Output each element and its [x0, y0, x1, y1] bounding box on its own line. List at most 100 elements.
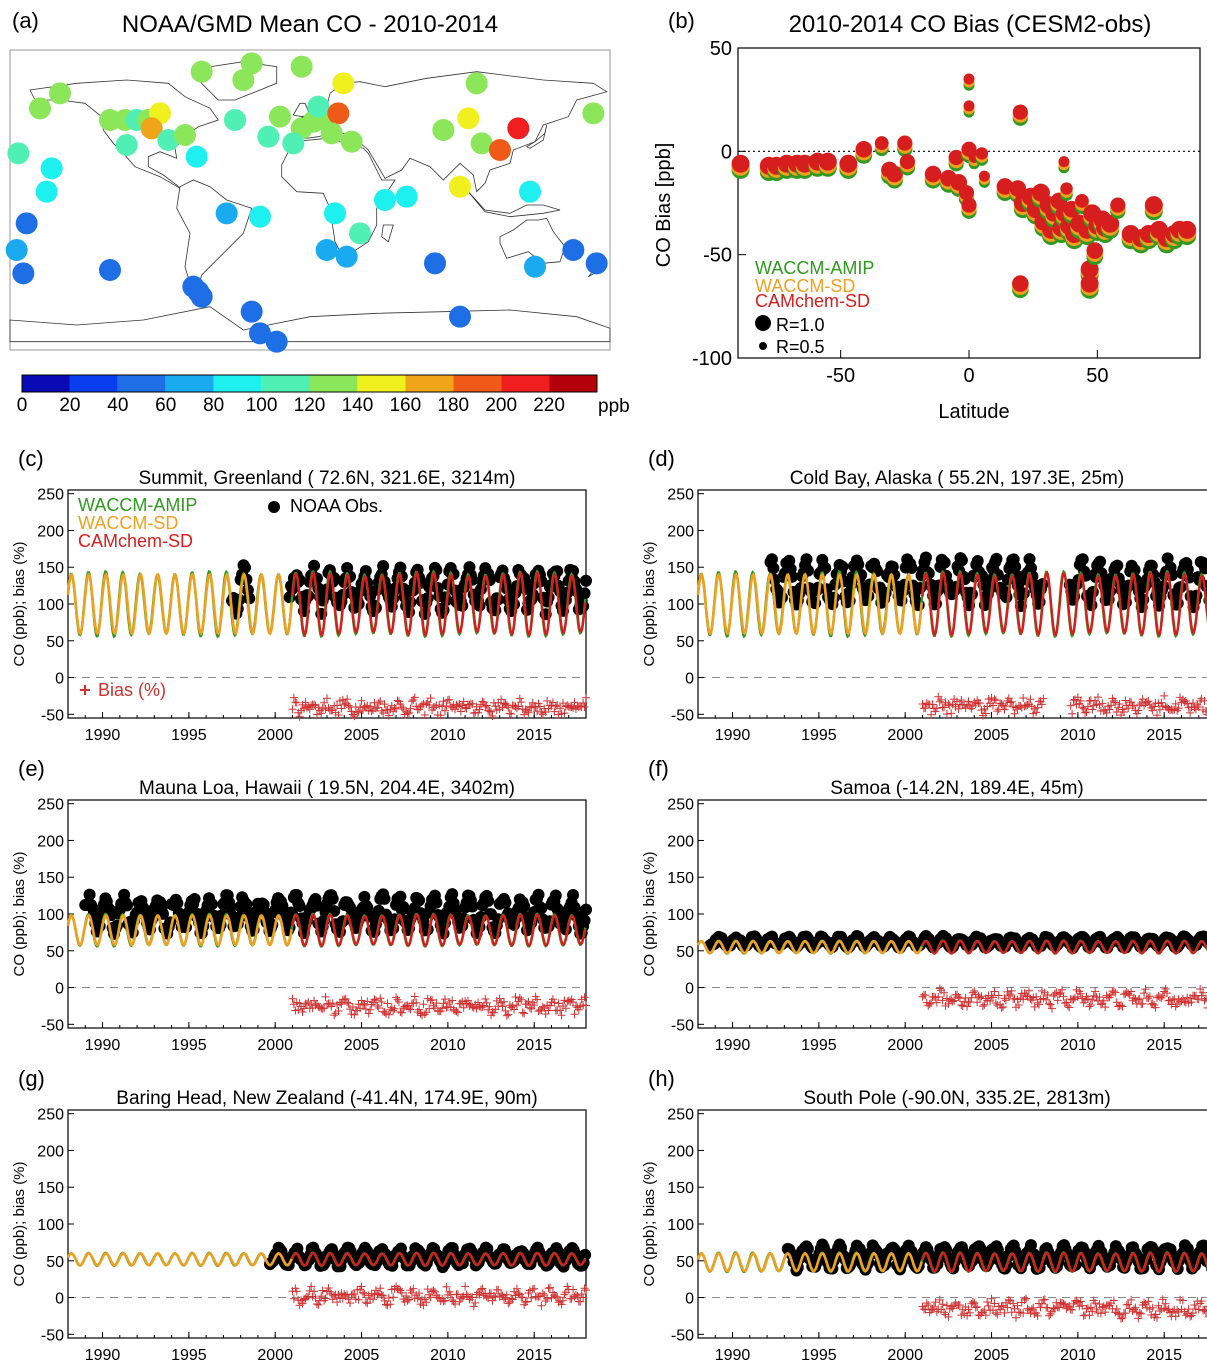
- legend-r05: R=0.5: [776, 337, 825, 357]
- bias-point-25-s2: [975, 147, 989, 160]
- panel-c-obs-point: [404, 596, 417, 609]
- panel-h-bias-point: [1055, 1303, 1064, 1312]
- panel-d-bias-point: [1203, 710, 1207, 719]
- panel-d-bias-point: [1188, 699, 1197, 708]
- panel-c-bias-point: [515, 694, 524, 703]
- panel-g-bias-point: [407, 1288, 416, 1297]
- y-tick-label-3: -100: [692, 348, 732, 370]
- panel-f-bias-point: [1085, 1002, 1094, 1011]
- panel-f-bias-point: [1035, 1000, 1044, 1009]
- panel-e-bias-point: [481, 994, 490, 1003]
- map-colorbar: 0 20 40 60 80 100 120 140 160 180 200 220: [17, 374, 598, 416]
- panel-f-bias-point: [1001, 996, 1010, 1005]
- panel-h-ytick-label-5: 0: [685, 1291, 694, 1308]
- colorbar-swatch-3: [165, 375, 214, 392]
- x-tick-label-1: 0: [963, 365, 974, 387]
- panel-g-bias-point: [422, 1298, 431, 1307]
- panel-f-bias-point: [1091, 987, 1100, 996]
- panel-g-bias-point: [557, 1300, 566, 1309]
- panel-d-bias-point: [942, 710, 951, 719]
- panel-g-xtick-label-1: 1995: [171, 1347, 207, 1361]
- panel-f-bias-point: [1062, 998, 1071, 1007]
- panel-g-bias-point: [314, 1300, 323, 1309]
- panel-h-bias-point: [1131, 1303, 1140, 1312]
- panel-d-bias-point: [1204, 707, 1207, 709]
- panel-c-bias-point: [340, 700, 349, 709]
- panel-e-obs-point: [394, 890, 407, 903]
- panel-h-bias-point: [1004, 1296, 1013, 1305]
- panel-f-bias-point: [1000, 994, 1009, 1003]
- map-station-24: [224, 109, 246, 131]
- panel-d-ylabel: CO (ppb); bias (%): [641, 541, 658, 666]
- panel-f-bias-point: [1101, 1003, 1110, 1012]
- bias-point-15-s2: [924, 165, 942, 183]
- panel-f-bias-point: [921, 991, 930, 1000]
- panel-e-bias-point: [363, 997, 372, 1006]
- panel-h-bias-point: [1158, 1295, 1167, 1304]
- panel-c-bias-point: [533, 707, 542, 716]
- panel-d-obs-point: [827, 591, 840, 604]
- panel-g-bias-point: [577, 1289, 586, 1298]
- panel-g-bias-point: [560, 1290, 569, 1299]
- panel-f-bias-point: [1059, 992, 1068, 1001]
- panel-b-label: (b): [668, 8, 695, 33]
- panel-g-xtick-label-4: 2010: [430, 1347, 466, 1361]
- panel-d-bias-point: [1066, 701, 1075, 710]
- panel-h-bias-point: [1000, 1308, 1009, 1317]
- panel-h-label: (h): [648, 1066, 675, 1091]
- panel-h-bias-point: [987, 1294, 996, 1303]
- panel-e-xtick-label-0: 1990: [85, 1037, 121, 1054]
- panel-f-ytick-label-2: 150: [667, 870, 694, 887]
- panel-f-bias-point: [980, 1000, 989, 1009]
- map-station-21: [290, 55, 313, 78]
- panel-g-bias-point: [546, 1283, 555, 1292]
- panel-d-obs-point: [765, 553, 778, 566]
- panel-d-obs-point: [1076, 553, 1089, 566]
- map-station-23: [269, 105, 291, 128]
- panel-e-bias-point: [478, 1003, 487, 1012]
- panel-f-ytick-label-4: 50: [676, 944, 694, 961]
- panel-h: (h) South Pole (-90.0N, 335.2E, 2813m) 250…: [641, 1066, 1207, 1361]
- map-station-22: [332, 72, 355, 95]
- panel-f-line-camchem-sd: [921, 939, 1207, 955]
- panel-f-bias-point: [1134, 995, 1143, 1004]
- panel-c-bias-point: [478, 697, 487, 706]
- panel-d-obs-point: [1000, 591, 1013, 604]
- panel-d-bias-point: [1000, 705, 1009, 714]
- panel-e-ytick-label-0: 250: [37, 797, 64, 814]
- panel-h-bias-point: [993, 1310, 1002, 1319]
- colorbar-swatch-8: [405, 375, 454, 392]
- bias-point-13-s2: [897, 135, 913, 151]
- panel-c-bias-point: [301, 698, 310, 707]
- panel-h-bias-point: [1121, 1309, 1130, 1318]
- panel-c: (c) Summit, Greenland ( 72.6N, 321.6E, 32…: [11, 446, 592, 744]
- panel-f-bias-point: [1140, 989, 1149, 998]
- panel-d-bias-point: [947, 709, 956, 718]
- panel-d-bias-point: [961, 704, 970, 713]
- panel-h-bias-point: [1027, 1305, 1036, 1314]
- panel-e-ytick-label-5: 0: [55, 981, 64, 998]
- panel-e-bias: [288, 992, 590, 1020]
- bias-point-57-s2: [1101, 214, 1120, 233]
- panel-f-bias-point: [1180, 997, 1189, 1006]
- panel-e-bias-point: [570, 1010, 579, 1019]
- panel-h-bias-point: [938, 1300, 947, 1309]
- panel-d-bias-point: [957, 696, 966, 705]
- panel-f-bias-point: [990, 987, 999, 996]
- panel-h-bias-point: [922, 1299, 931, 1308]
- panel-f-bias-point: [1201, 994, 1207, 1003]
- panel-h-bias-point: [1168, 1307, 1177, 1316]
- panel-e-bias-point: [367, 1000, 376, 1009]
- panel-d-bias-point: [1069, 696, 1078, 705]
- panel-g-bias-point: [415, 1289, 424, 1298]
- panel-d-xtick-label-3: 2005: [974, 727, 1010, 744]
- panel-c-obs-point: [578, 587, 591, 600]
- panel-c-bias-point: [354, 707, 363, 716]
- panel-g-bias-point: [380, 1296, 389, 1305]
- panel-h-bias-point: [1014, 1308, 1023, 1317]
- panel-c-obs-point: [580, 574, 592, 587]
- panel-e-obs-point: [83, 888, 96, 901]
- panel-f-bias-point: [994, 991, 1003, 1000]
- panel-h-bias-point: [1197, 1297, 1206, 1306]
- panel-h-bias-point: [1096, 1309, 1105, 1318]
